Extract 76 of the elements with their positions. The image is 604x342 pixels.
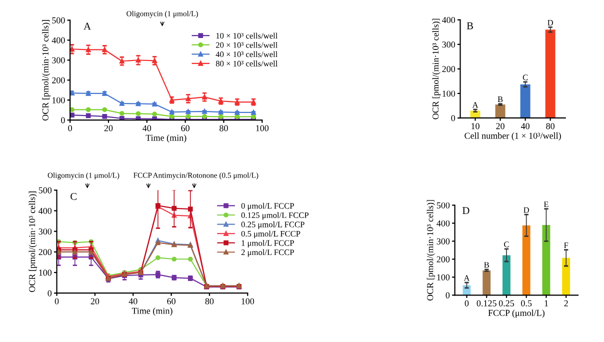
- annotation: F: [564, 242, 568, 248]
- y-tick-label: 100: [442, 90, 456, 97]
- y-tick-label: 200: [52, 77, 65, 84]
- x-tick-label: 60: [167, 298, 176, 304]
- y-tick-label: 300: [38, 228, 52, 235]
- y-tick-label: 100: [52, 97, 65, 104]
- y-tick-label: 400: [436, 220, 450, 226]
- chart-title: C: [70, 192, 77, 200]
- x-tick-label: 0.5: [521, 300, 532, 306]
- legend-label: 20 × 10³ cells/well: [216, 42, 278, 48]
- y-tick-label: 200: [442, 66, 456, 72]
- x-tick-label: 1: [544, 300, 548, 306]
- y-tick-label: 300: [436, 238, 450, 244]
- annotation: D: [524, 207, 530, 213]
- legend-label: 0 μmol/L FCCP: [241, 202, 294, 210]
- x-tick-label: 0.25: [498, 300, 514, 306]
- x-tick-label: 10: [472, 123, 480, 130]
- y-tick-label: 200: [38, 249, 52, 256]
- x-axis-title: Time (min): [132, 308, 172, 316]
- y-axis-title: OCR [pmol/(min·10³ cells)]: [426, 200, 436, 301]
- x-tick-label: 0.125: [476, 300, 496, 306]
- x-tick-label: 80: [205, 298, 214, 304]
- annotation: B: [484, 262, 489, 268]
- y-tick-label: 500: [52, 17, 65, 24]
- y-tick-label: 0: [451, 115, 456, 122]
- annotation: D: [548, 20, 554, 26]
- y-tick-label: 300: [52, 57, 65, 64]
- y-tick-label: 300: [442, 42, 456, 48]
- legend-label: 80 × 10³ cells/well: [216, 60, 278, 66]
- annotation: E: [544, 202, 548, 208]
- y-tick-label: 0: [446, 292, 450, 298]
- legend-label: 0.125 μmol/L FCCP: [241, 212, 309, 220]
- x-tick-label: 20: [104, 125, 113, 132]
- y-tick-label: 200: [436, 256, 450, 262]
- chart-title: A: [84, 22, 91, 30]
- x-tick-label: 0: [464, 300, 469, 306]
- x-tick-label: 100: [242, 298, 254, 304]
- legend-label: 0.25 μmol/L FCCP: [241, 221, 304, 229]
- y-axis-title: OCR [pmol/(min·10³ cells)]: [42, 20, 50, 120]
- x-axis-title: Time (min): [146, 134, 186, 143]
- legend-label: 1 μmol/L FCCP: [242, 240, 294, 248]
- x-tick-label: 40: [128, 298, 138, 304]
- annotation: C: [522, 74, 528, 80]
- y-tick-label: 400: [38, 208, 52, 214]
- annotation: A: [464, 275, 470, 281]
- annotation: B: [498, 96, 503, 102]
- x-tick-label: 100: [256, 125, 269, 132]
- x-axis-title: FCCP (μmol/L): [488, 310, 544, 318]
- chart-title: B: [466, 22, 473, 30]
- x-tick-label: 2: [564, 300, 568, 306]
- y-tick-label: 500: [436, 202, 450, 208]
- x-axis-title: Cell number (1 × 10³/well): [464, 132, 561, 141]
- y-tick-label: 500: [38, 187, 52, 194]
- legend-label: 10 × 10³ cells/well: [216, 32, 278, 39]
- x-tick-label: 40: [520, 123, 530, 130]
- x-tick-label: 60: [181, 125, 190, 132]
- annotation: C: [504, 242, 509, 248]
- legend-label: 0.5 μmol/L FCCP: [241, 230, 300, 238]
- x-tick-label: 20: [90, 298, 100, 304]
- y-tick-label: 0: [48, 290, 52, 296]
- legend-label: 40 × 10³ cells/well: [216, 51, 278, 58]
- chart-title: D: [462, 207, 470, 214]
- x-tick-label: 80: [546, 123, 554, 130]
- y-tick-label: 400: [442, 16, 456, 24]
- y-tick-label: 100: [39, 270, 52, 276]
- y-tick-label: 100: [437, 274, 450, 280]
- y-tick-label: 0: [61, 117, 65, 124]
- legend-label: 2 μmol/L FCCP: [241, 249, 294, 257]
- x-tick-label: 40: [142, 125, 152, 132]
- x-tick-label: 80: [220, 125, 228, 132]
- x-tick-label: 0: [68, 125, 72, 132]
- x-tick-label: 20: [496, 123, 504, 130]
- y-tick-label: 400: [52, 37, 65, 44]
- annotation: A: [472, 102, 478, 108]
- y-axis-title: OCR [pmol/(min·10³ cells)]: [28, 192, 37, 292]
- y-axis-title: OCR [pmol/(min·10³ cells)]: [432, 18, 440, 120]
